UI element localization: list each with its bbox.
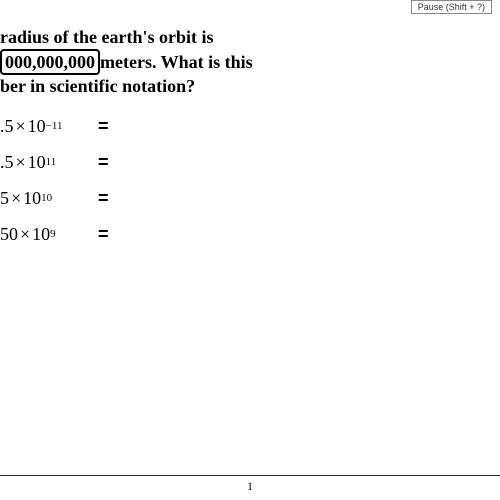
times-symbol: × xyxy=(16,152,26,173)
footer-divider xyxy=(0,475,500,476)
equals-icon: = xyxy=(98,224,105,245)
option-b-exp: 11 xyxy=(46,156,57,168)
corner-label: Pause (Shift + ?) xyxy=(411,0,492,14)
option-d-expr: 50 × 109 xyxy=(0,224,90,245)
equals-icon: = xyxy=(98,116,105,137)
option-d-coeff: 50 xyxy=(0,224,18,245)
boxed-number: 000,000,000 xyxy=(0,49,100,76)
equals-icon: = xyxy=(98,152,105,173)
option-d-exp: 9 xyxy=(50,228,56,240)
option-b: .5 × 1011 = xyxy=(0,144,105,180)
equals-icon: = xyxy=(98,188,105,209)
options-list: .5 × 10−11 = .5 × 1011 = 5 × 1010 = 50 ×… xyxy=(0,108,105,252)
question-text: radius of the earth's orbit is 000,000,0… xyxy=(0,26,300,98)
option-c-base: 10 xyxy=(23,188,41,209)
option-d-base: 10 xyxy=(32,224,50,245)
times-symbol: × xyxy=(20,224,30,245)
page-number: 1 xyxy=(0,479,500,494)
option-a-coeff: .5 xyxy=(0,116,14,137)
option-c: 5 × 1010 = xyxy=(0,180,105,216)
times-symbol: × xyxy=(11,188,21,209)
option-c-exp: 10 xyxy=(41,192,52,204)
option-b-base: 10 xyxy=(28,152,46,173)
option-b-coeff: .5 xyxy=(0,152,14,173)
option-a: .5 × 10−11 = xyxy=(0,108,105,144)
option-d: 50 × 109 = xyxy=(0,216,105,252)
option-c-expr: 5 × 1010 xyxy=(0,188,90,209)
question-line-1: radius of the earth's orbit is xyxy=(0,26,300,49)
question-line-3: ber in scientific notation? xyxy=(0,75,300,98)
option-c-coeff: 5 xyxy=(0,188,9,209)
times-symbol: × xyxy=(16,116,26,137)
option-b-expr: .5 × 1011 xyxy=(0,152,90,173)
option-a-base: 10 xyxy=(28,116,46,137)
question-line-2-suffix: meters. What is this xyxy=(100,52,253,72)
option-a-expr: .5 × 10−11 xyxy=(0,116,90,137)
option-a-exp: −11 xyxy=(46,120,63,132)
question-line-2: 000,000,000meters. What is this xyxy=(0,49,300,76)
